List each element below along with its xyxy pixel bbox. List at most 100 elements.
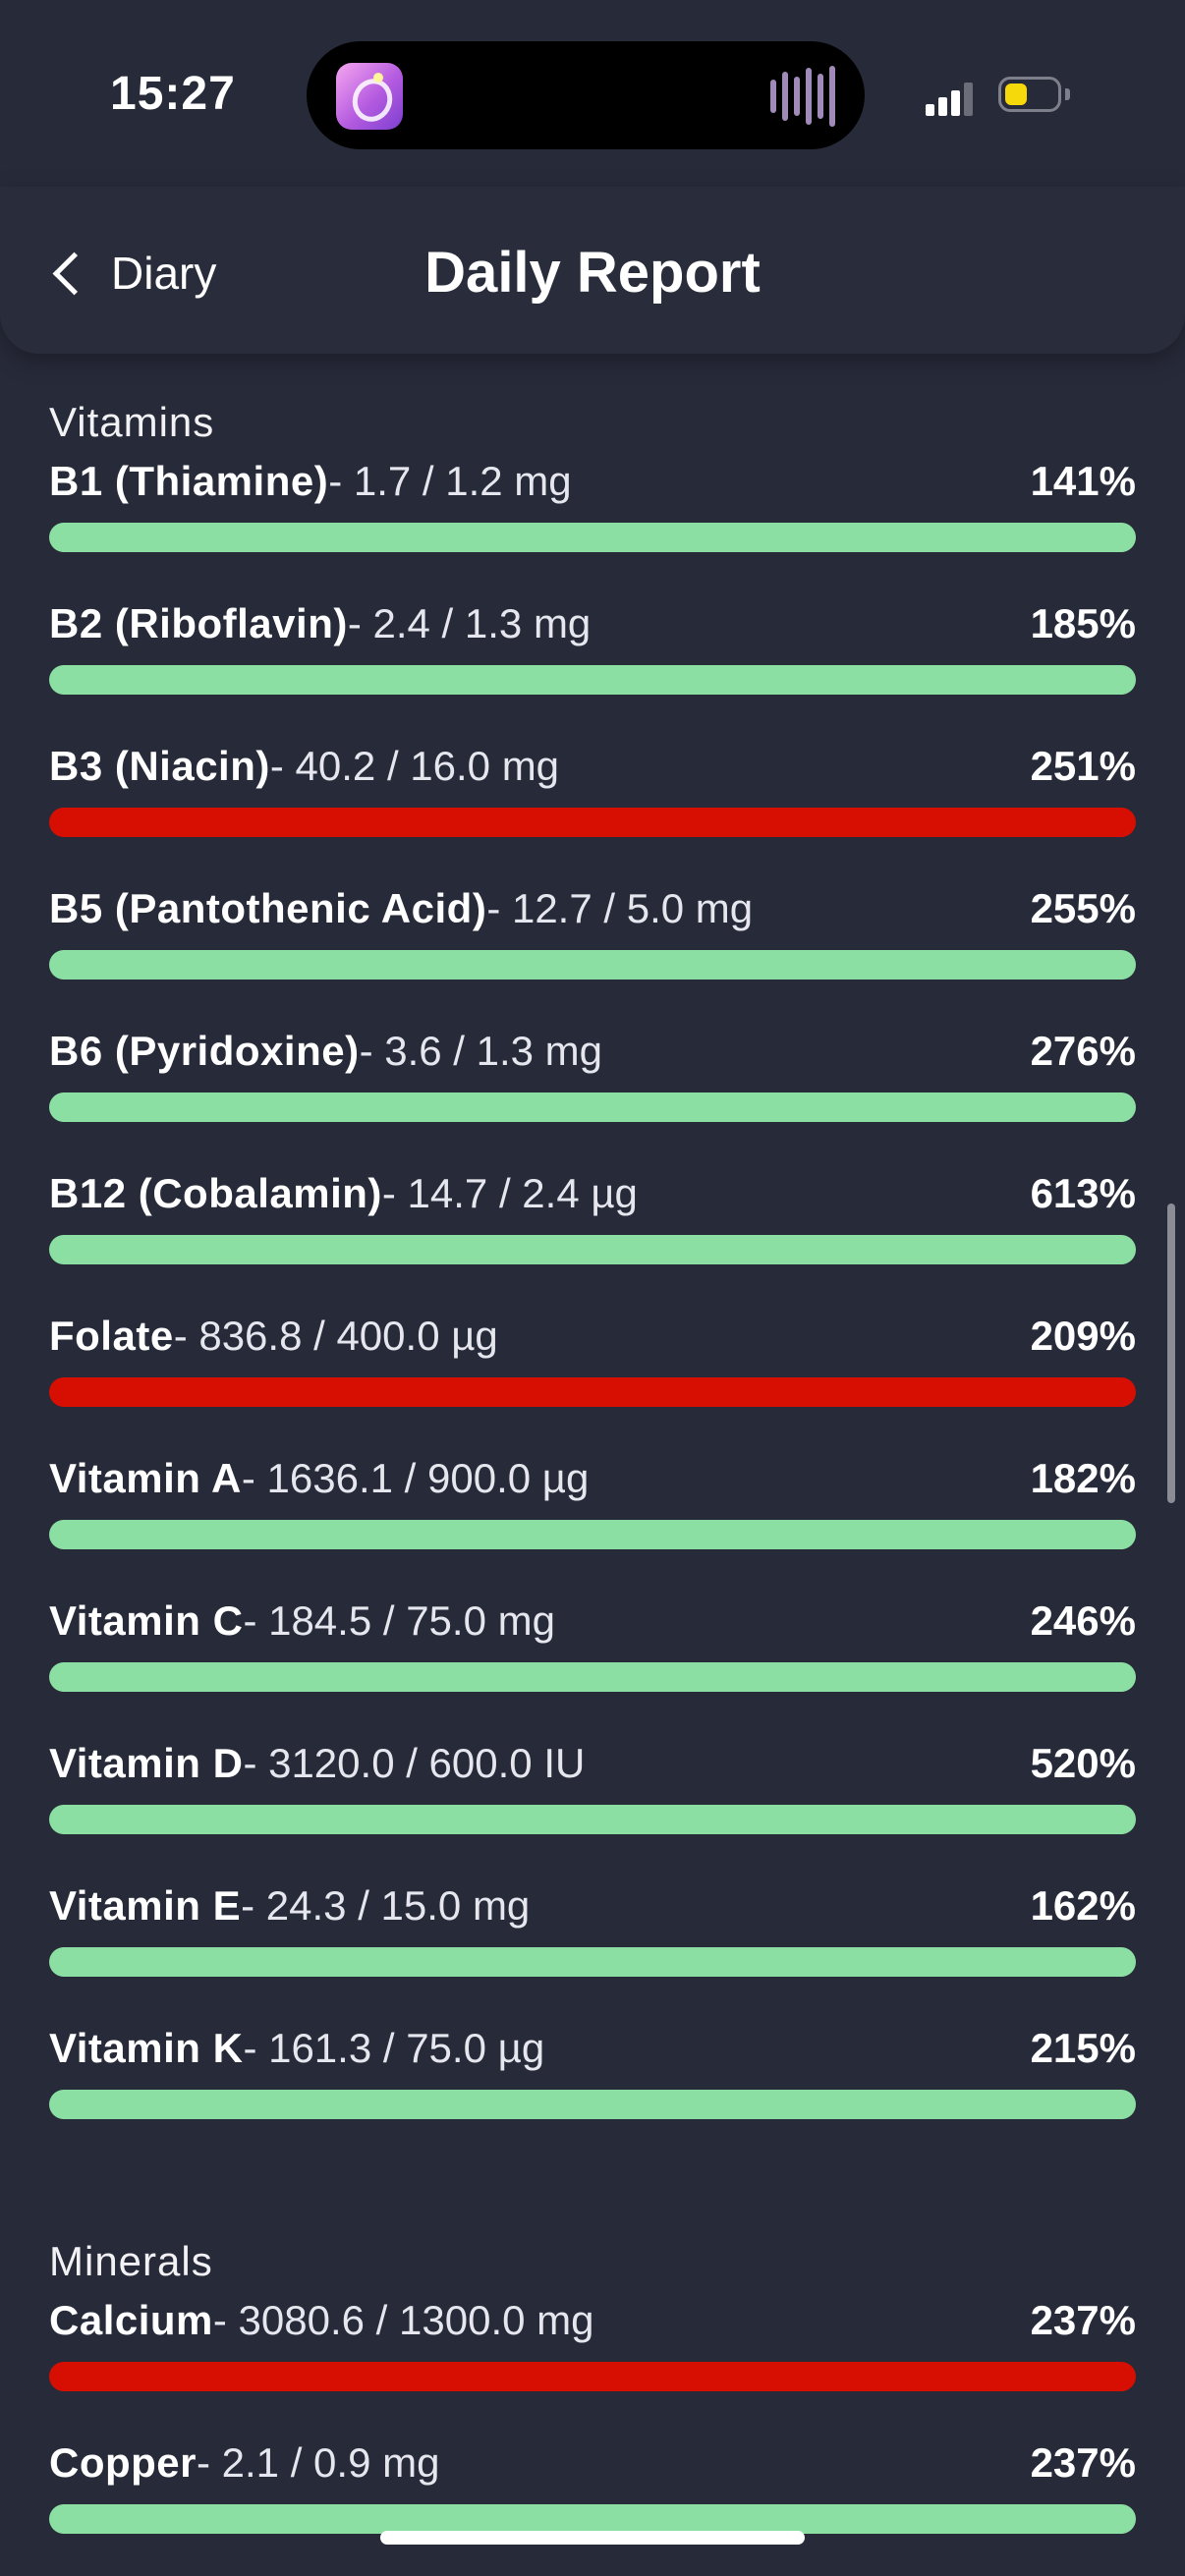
nutrient-percent: 185% — [1030, 600, 1136, 646]
home-indicator[interactable] — [380, 2531, 805, 2545]
nutrient-row: Vitamin C- 184.5 / 75.0 mg 246% — [49, 1592, 1136, 1651]
app-icon[interactable] — [336, 63, 403, 130]
nutrient-row: B6 (Pyridoxine)- 3.6 / 1.3 mg 276% — [49, 1022, 1136, 1081]
nutrient-name: Vitamin D — [49, 1740, 244, 1786]
nutrient-progress-bar — [49, 1092, 1136, 1122]
cellular-signal-icon — [926, 83, 975, 116]
nutrient-label: B12 (Cobalamin)- 14.7 / 2.4 µg — [49, 1164, 638, 1223]
back-button[interactable]: Diary — [47, 236, 216, 310]
nutrient-progress-bar — [49, 1235, 1136, 1264]
nutrient-progress-bar — [49, 1947, 1136, 1977]
nutrient-row: B2 (Riboflavin)- 2.4 / 1.3 mg 185% — [49, 594, 1136, 653]
nutrient-label: Vitamin K- 161.3 / 75.0 µg — [49, 2019, 544, 2078]
nutrient-name: Copper — [49, 2439, 197, 2486]
nutrient-percent: 520% — [1030, 1740, 1136, 1786]
nutrient-row: Copper- 2.1 / 0.9 mg 237% — [49, 2434, 1136, 2492]
nutrient-progress-bar — [49, 1520, 1136, 1549]
nutrient-item: B6 (Pyridoxine)- 3.6 / 1.3 mg 276% — [49, 1022, 1136, 1164]
nutrient-item: B2 (Riboflavin)- 2.4 / 1.3 mg 185% — [49, 594, 1136, 737]
nutrient-item: B5 (Pantothenic Acid)- 12.7 / 5.0 mg 255% — [49, 879, 1136, 1022]
nutrient-percent: 613% — [1030, 1170, 1136, 1216]
nutrient-item: Folate- 836.8 / 400.0 µg 209% — [49, 1307, 1136, 1449]
nutrient-percent: 246% — [1030, 1597, 1136, 1644]
dynamic-island[interactable] — [307, 41, 865, 149]
nutrient-row: B1 (Thiamine)- 1.7 / 1.2 mg 141% — [49, 452, 1136, 511]
navigation-bar: Diary Daily Report — [0, 187, 1185, 354]
status-bar: 15:27 — [0, 0, 1185, 187]
nutrient-label: Vitamin C- 184.5 / 75.0 mg — [49, 1592, 555, 1651]
nutrient-amount: - 14.7 / 2.4 µg — [381, 1170, 638, 1216]
nutrient-name: Vitamin K — [49, 2025, 244, 2071]
nutrient-amount: - 1636.1 / 900.0 µg — [241, 1455, 590, 1501]
nutrient-row: B5 (Pantothenic Acid)- 12.7 / 5.0 mg 255% — [49, 879, 1136, 938]
nutrient-amount: - 2.4 / 1.3 mg — [347, 600, 592, 646]
nutrient-name: Vitamin C — [49, 1597, 244, 1644]
nutrient-name: B5 (Pantothenic Acid) — [49, 885, 487, 931]
nutrient-name: B6 (Pyridoxine) — [49, 1028, 360, 1074]
nutrient-name: B12 (Cobalamin) — [49, 1170, 382, 1216]
nutrient-amount: - 12.7 / 5.0 mg — [486, 885, 754, 931]
nutrient-percent: 251% — [1030, 743, 1136, 789]
nutrient-amount: - 40.2 / 16.0 mg — [269, 743, 560, 789]
nutrient-amount: - 24.3 / 15.0 mg — [241, 1882, 531, 1929]
nutrient-row: Vitamin K- 161.3 / 75.0 µg 215% — [49, 2019, 1136, 2078]
nutrient-item: Calcium- 3080.6 / 1300.0 mg 237% — [49, 2291, 1136, 2434]
nutrient-row: B12 (Cobalamin)- 14.7 / 2.4 µg 613% — [49, 1164, 1136, 1223]
nutrient-amount: - 1.7 / 1.2 mg — [328, 458, 572, 504]
nutrient-name: Vitamin A — [49, 1455, 242, 1501]
nutrient-percent: 276% — [1030, 1028, 1136, 1074]
nutrient-item: Vitamin C- 184.5 / 75.0 mg 246% — [49, 1592, 1136, 1734]
nutrient-row: Vitamin E- 24.3 / 15.0 mg 162% — [49, 1876, 1136, 1935]
page-title: Daily Report — [424, 241, 761, 305]
nutrient-percent: 141% — [1030, 458, 1136, 504]
nutrient-label: Vitamin E- 24.3 / 15.0 mg — [49, 1876, 530, 1935]
scroll-indicator[interactable] — [1167, 1204, 1175, 1503]
nutrient-item: B3 (Niacin)- 40.2 / 16.0 mg 251% — [49, 737, 1136, 879]
nutrient-label: B3 (Niacin)- 40.2 / 16.0 mg — [49, 737, 559, 796]
nutrient-label: B1 (Thiamine)- 1.7 / 1.2 mg — [49, 452, 572, 511]
nutrient-item: Vitamin D- 3120.0 / 600.0 IU 520% — [49, 1734, 1136, 1876]
nutrient-amount: - 2.1 / 0.9 mg — [197, 2439, 440, 2486]
nutrient-label: Folate- 836.8 / 400.0 µg — [49, 1307, 498, 1366]
nutrient-item: Vitamin K- 161.3 / 75.0 µg 215% — [49, 2019, 1136, 2161]
nutrient-name: B2 (Riboflavin) — [49, 600, 348, 646]
nutrient-amount: - 184.5 / 75.0 mg — [243, 1597, 555, 1644]
nutrient-label: B6 (Pyridoxine)- 3.6 / 1.3 mg — [49, 1022, 602, 1081]
nutrient-label: Calcium- 3080.6 / 1300.0 mg — [49, 2291, 594, 2350]
nutrient-item: Vitamin E- 24.3 / 15.0 mg 162% — [49, 1876, 1136, 2019]
nutrient-row: Vitamin A- 1636.1 / 900.0 µg 182% — [49, 1449, 1136, 1508]
nutrient-label: Vitamin D- 3120.0 / 600.0 IU — [49, 1734, 585, 1793]
status-time: 15:27 — [110, 68, 236, 120]
nutrient-progress-bar — [49, 950, 1136, 980]
nutrient-name: B3 (Niacin) — [49, 743, 270, 789]
nutrient-percent: 237% — [1030, 2439, 1136, 2486]
nutrient-progress-bar — [49, 808, 1136, 837]
nutrient-amount: - 3.6 / 1.3 mg — [359, 1028, 603, 1074]
nutrient-label: B5 (Pantothenic Acid)- 12.7 / 5.0 mg — [49, 879, 753, 938]
nutrient-name: Folate — [49, 1313, 174, 1359]
nutrient-percent: 162% — [1030, 1882, 1136, 1929]
nutrient-progress-bar — [49, 2090, 1136, 2119]
section-title-vitamins: Vitamins — [49, 399, 215, 445]
nutrient-amount: - 161.3 / 75.0 µg — [243, 2025, 545, 2071]
nutrient-progress-bar — [49, 1377, 1136, 1407]
nutrient-label: Copper- 2.1 / 0.9 mg — [49, 2434, 439, 2492]
nutrient-percent: 237% — [1030, 2297, 1136, 2343]
nutrient-row: B3 (Niacin)- 40.2 / 16.0 mg 251% — [49, 737, 1136, 796]
battery-nub — [1065, 88, 1070, 100]
nutrient-row: Vitamin D- 3120.0 / 600.0 IU 520% — [49, 1734, 1136, 1793]
nutrient-item: Copper- 2.1 / 0.9 mg 237% — [49, 2434, 1136, 2576]
nutrient-percent: 215% — [1030, 2025, 1136, 2071]
nutrient-progress-bar — [49, 1805, 1136, 1834]
battery-icon — [998, 77, 1061, 112]
nutrient-item: Vitamin A- 1636.1 / 900.0 µg 182% — [49, 1449, 1136, 1592]
nutrient-percent: 209% — [1030, 1313, 1136, 1359]
nutrient-label: B2 (Riboflavin)- 2.4 / 1.3 mg — [49, 594, 591, 653]
nutrient-percent: 182% — [1030, 1455, 1136, 1501]
section-title-minerals: Minerals — [49, 2238, 213, 2284]
report-content[interactable]: Vitamins B1 (Thiamine)- 1.7 / 1.2 mg 141%… — [49, 393, 1136, 2576]
nutrient-row: Calcium- 3080.6 / 1300.0 mg 237% — [49, 2291, 1136, 2350]
nutrient-progress-bar — [49, 1662, 1136, 1692]
nutrient-amount: - 3120.0 / 600.0 IU — [243, 1740, 586, 1786]
nutrient-item: B12 (Cobalamin)- 14.7 / 2.4 µg 613% — [49, 1164, 1136, 1307]
